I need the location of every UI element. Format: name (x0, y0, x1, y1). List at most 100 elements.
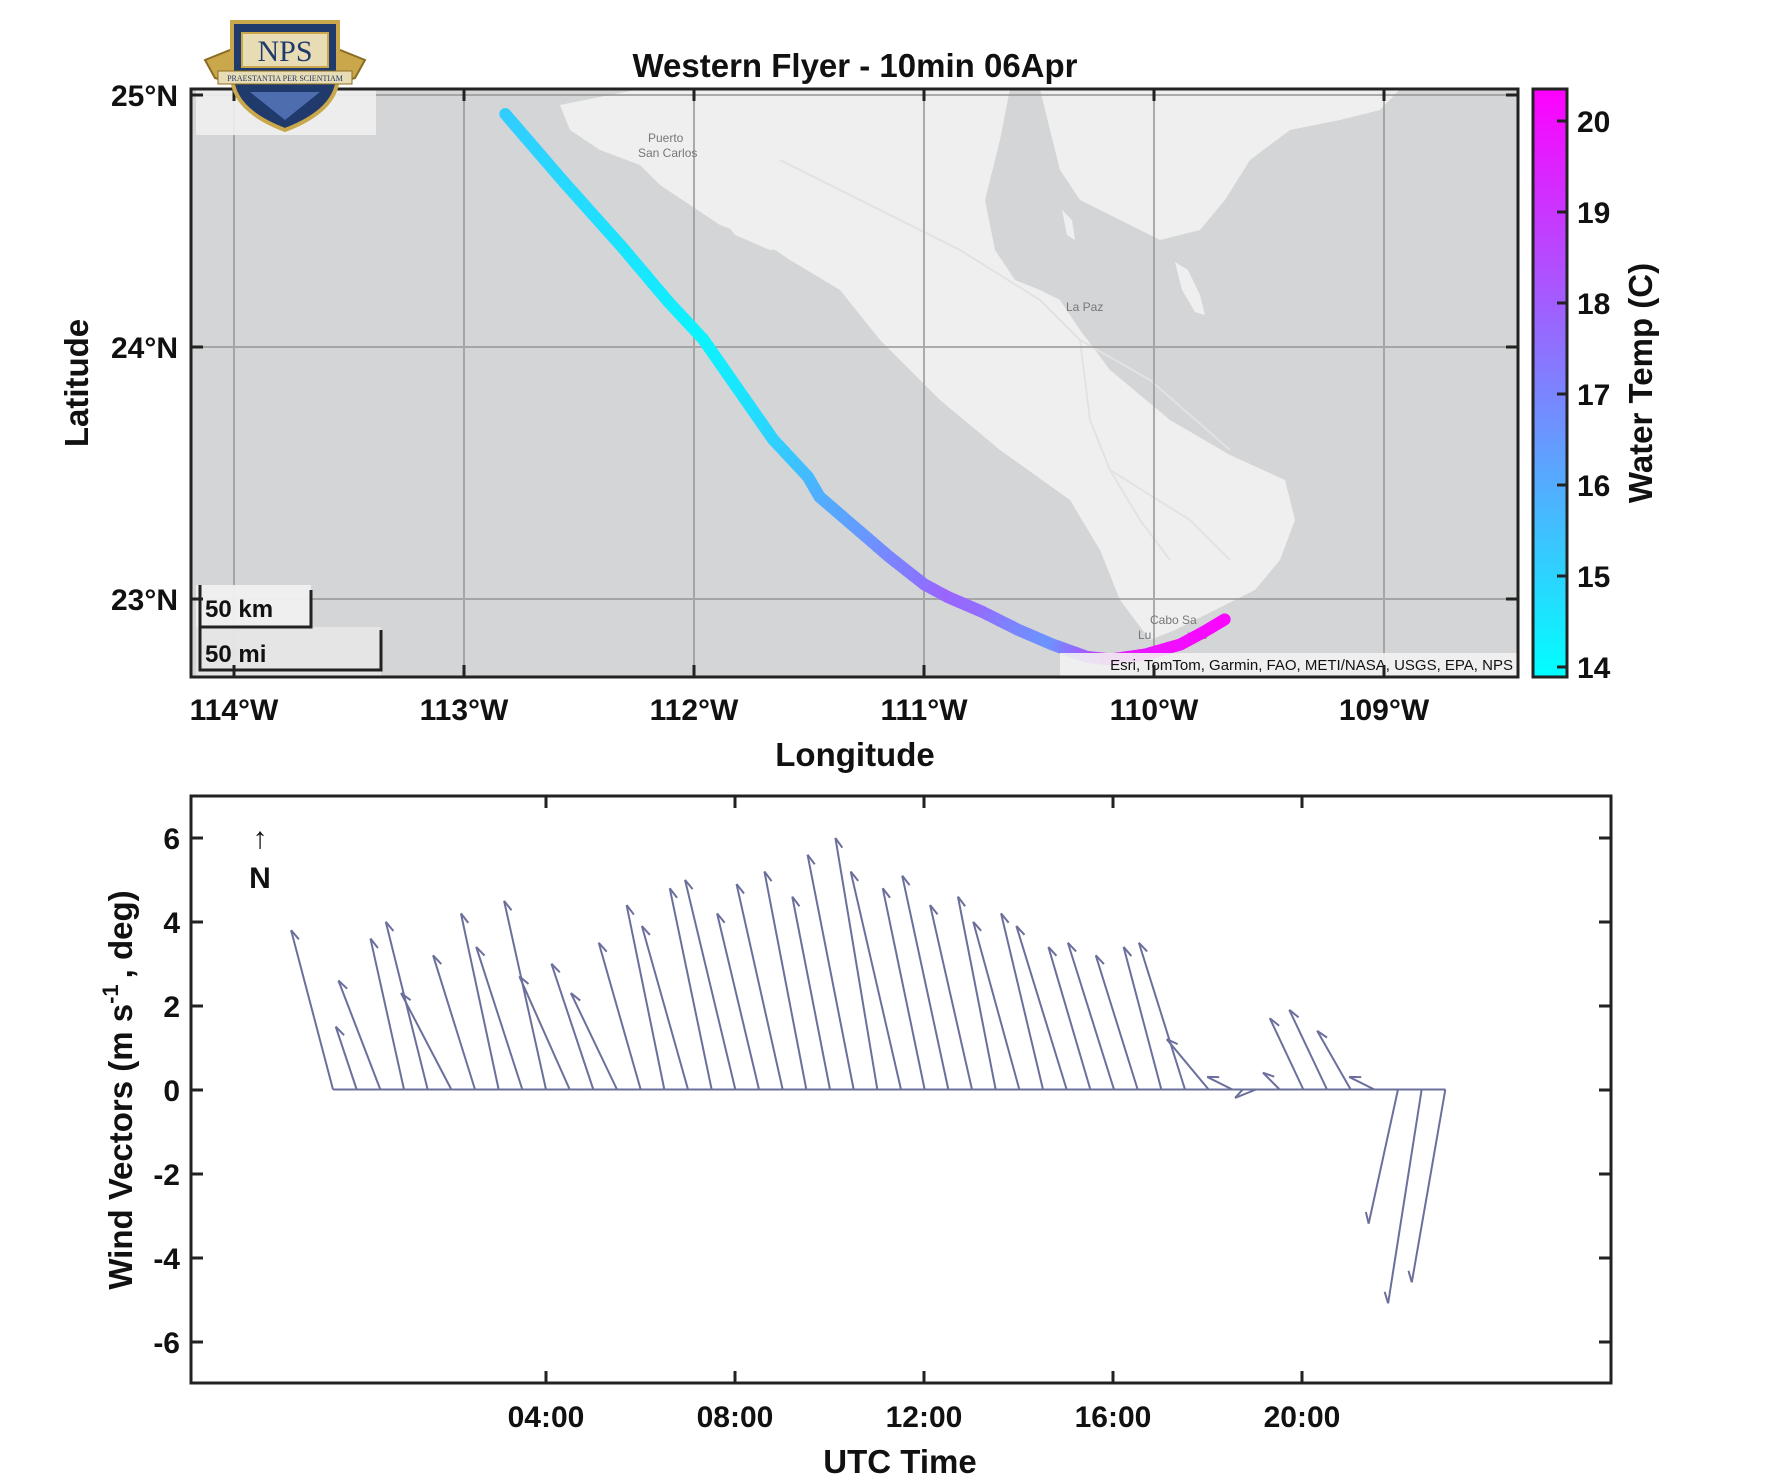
wind-vector (400, 992, 453, 1090)
map-title: Western Flyer - 10min 06Apr (632, 47, 1077, 84)
wind-ytick-label: 2 (163, 991, 180, 1024)
wind-ytick-label: -2 (153, 1159, 180, 1192)
map-ytick-label: 23°N (111, 584, 178, 617)
scale-mi-label: 50 mi (205, 641, 266, 668)
wind-vector (1122, 946, 1163, 1090)
wind-vector-head (597, 942, 608, 953)
wind-vector-head (881, 887, 891, 899)
wind-vector-head (901, 875, 911, 886)
wind-ticks (191, 796, 1611, 1383)
map-xtick-label: 113°W (420, 694, 509, 727)
wind-vector-head (929, 904, 939, 916)
scale-bar: 50 km 50 mi (196, 585, 383, 677)
island-small (1062, 210, 1075, 240)
wind-vector (806, 854, 855, 1090)
wind-vector (569, 992, 618, 1090)
wind-vector-head (1288, 1009, 1300, 1019)
wind-vector (735, 883, 784, 1090)
island-magdalena (720, 215, 790, 250)
wind-vector-head (972, 921, 982, 932)
wind-vector-head (834, 837, 844, 849)
wind-vector-head (550, 963, 561, 974)
wind-x-tick-labels: 04:00 08:00 12:00 16:00 20:00 (508, 1401, 1341, 1434)
colorbar-label: Water Temp (C) (1622, 263, 1659, 503)
wind-vector-head (625, 904, 635, 916)
basemap: Puerto San Carlos La Paz Cabo Sa Lu ntro… (191, 89, 1518, 677)
wind-vector-head (849, 870, 859, 882)
map-y-axis-label: Latitude (58, 319, 95, 447)
wind-vector-head (1316, 1029, 1328, 1039)
wind-vector-head (1015, 925, 1026, 936)
wind-ytick-label: 6 (163, 823, 180, 856)
wind-ylabel-tail: , deg) (102, 890, 139, 978)
wind-vector-head (570, 992, 581, 1002)
wind-vector-head (337, 979, 348, 990)
wind-vector-head (763, 870, 773, 882)
map-ticks (191, 89, 1518, 677)
colorbar: 14 15 16 17 18 19 20 Water Temp (C) (1531, 87, 1659, 685)
wind-vector (929, 904, 973, 1090)
wind-vector-head (1166, 1038, 1179, 1046)
map-xtick-label: 109°W (1339, 694, 1430, 727)
wind-vector (1268, 1017, 1305, 1090)
wind-vector (972, 921, 1021, 1090)
wind-vector (625, 904, 666, 1090)
wind-vector-head (334, 1025, 345, 1036)
wind-vector (901, 875, 950, 1090)
wind-ylabel-main: Wind Vectors (m s (102, 1004, 139, 1290)
wind-xtick-label: 16:00 (1075, 1401, 1152, 1434)
wind-panel: 04:00 08:00 12:00 16:00 20:00 6 4 2 0 -2… (98, 794, 1613, 1476)
north-label: N (249, 862, 271, 895)
map-y-tick-labels: 25°N 24°N 23°N (111, 80, 178, 617)
wind-xtick-label: 04:00 (508, 1401, 585, 1434)
attribution-backdrop (1060, 653, 1518, 677)
land-mainland (1040, 89, 1400, 240)
colorbar-ticks (1557, 119, 1567, 669)
wind-ylabel-superscript: -1 (98, 984, 123, 1004)
wind-vector (550, 963, 595, 1090)
map-xtick-label: 114°W (190, 694, 279, 727)
wind-vector (503, 900, 547, 1090)
wind-vector-head (503, 900, 513, 911)
logo-motto: PRAESTANTIA PER SCIENTIAM (227, 74, 343, 83)
wind-vector (432, 955, 476, 1090)
wind-vector-head (716, 912, 726, 924)
place-label-cabo-san-lucas: Cabo Sa (1150, 613, 1197, 627)
wind-vector (459, 913, 500, 1090)
map-xtick-label: 111°W (880, 694, 968, 727)
wind-vector (597, 942, 642, 1090)
wind-vector (475, 946, 524, 1090)
wind-vector (763, 871, 808, 1090)
place-label-la-paz: La Paz (1066, 300, 1103, 314)
colorbar-tick-label: 15 (1577, 561, 1610, 594)
wind-vector-head (791, 896, 801, 907)
wind-vector-head (1095, 954, 1105, 965)
wind-vector-head (1067, 942, 1077, 953)
wind-xtick-label: 08:00 (697, 1401, 774, 1434)
wind-vector-head (957, 896, 966, 907)
roads (779, 159, 1231, 561)
track-segment (1215, 613, 1231, 628)
colorbar-tick-labels: 14 15 16 17 18 19 20 (1577, 106, 1611, 685)
wind-vector-head (1234, 1088, 1244, 1099)
wind-vector (791, 896, 831, 1090)
colorbar-tick-label: 20 (1577, 106, 1610, 139)
wind-vector (1234, 1088, 1257, 1099)
wind-vector (1367, 1089, 1399, 1224)
wind-vector (881, 888, 926, 1090)
wind-vector (834, 837, 879, 1090)
map-xtick-label: 112°W (650, 694, 739, 727)
nps-logo: NPS PRAESTANTIA PER SCIENTIAM (203, 20, 367, 133)
wind-vector-head (735, 883, 745, 895)
colorbar-tick-label: 16 (1577, 470, 1610, 503)
wind-vector (1047, 946, 1092, 1090)
wind-vector-head (1262, 1071, 1275, 1078)
map-attribution[interactable]: Esri, TomTom, Garmin, FAO, METI/NASA, US… (1110, 657, 1513, 674)
map-panel: Puerto San Carlos La Paz Cabo Sa Lu ntro… (58, 20, 1659, 773)
place-label-lucas: Lu (1138, 628, 1151, 642)
colorbar-gradient (1531, 87, 1569, 679)
wind-y-tick-labels: 6 4 2 0 -2 -4 -6 (153, 823, 180, 1360)
wind-vector (1387, 1089, 1423, 1304)
map-x-axis-label: Longitude (775, 736, 934, 773)
